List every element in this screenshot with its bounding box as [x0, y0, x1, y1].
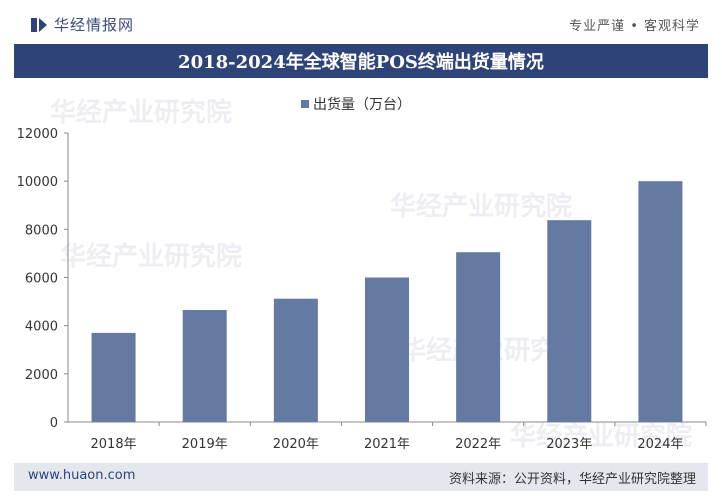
brand-logo-icon [31, 17, 47, 32]
legend-swatch [301, 100, 309, 108]
y-tick-label: 2000 [25, 368, 58, 383]
x-tick-label: 2022年 [455, 437, 501, 452]
bar [456, 252, 501, 422]
title-bar: 2018-2024年全球智能POS终端出货量情况 [14, 44, 708, 78]
top-bar: 华经情报网 专业严谨 • 客观科学 [0, 0, 722, 50]
y-tick-label: 4000 [25, 320, 58, 335]
bar [547, 220, 592, 422]
x-tick-label: 2018年 [91, 437, 137, 452]
source-note: 资料来源：公开资料，华经产业研究院整理 [448, 472, 696, 487]
y-tick-label: 0 [50, 416, 58, 431]
brand: 华经情报网 [30, 14, 134, 35]
site-url[interactable]: www.huaon.com [28, 468, 136, 483]
brand-name: 华经情报网 [54, 16, 135, 34]
footer-bar: www.huaon.com 资料来源：公开资料，华经产业研究院整理 [14, 463, 708, 491]
bar [365, 277, 409, 422]
slogan: 专业严谨 • 客观科学 [569, 19, 700, 34]
x-tick-label: 2024年 [637, 437, 683, 452]
x-tick-label: 2019年 [182, 437, 228, 452]
bar [91, 332, 136, 422]
chart-title: 2018-2024年全球智能POS终端出货量情况 [178, 52, 544, 73]
y-tick-label: 6000 [25, 272, 58, 287]
y-tick-label: 8000 [25, 223, 58, 238]
legend-label: 出货量（万台） [313, 96, 411, 113]
x-tick-label: 2023年 [546, 437, 592, 452]
x-tick-label: 2020年 [273, 437, 319, 452]
x-tick-label: 2021年 [364, 437, 410, 452]
bar [273, 298, 318, 422]
bar [638, 181, 683, 422]
y-tick-label: 12000 [17, 127, 58, 142]
y-tick-label: 10000 [17, 175, 58, 190]
bar [182, 310, 227, 422]
bar-chart: 出货量（万台） 0 2000 4000 6000 8000 10000 12000 2018年 2… [17, 96, 707, 452]
